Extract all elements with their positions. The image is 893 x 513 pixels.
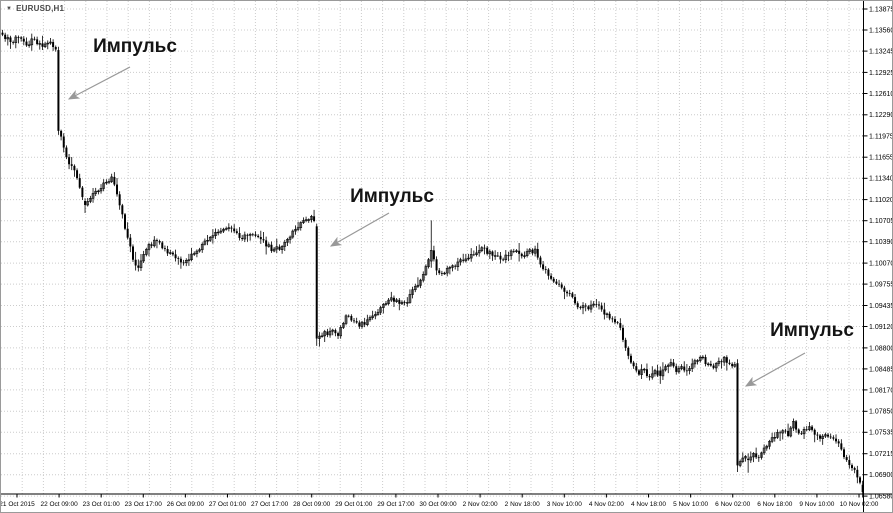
price-tick-label: 1.10070	[869, 261, 893, 268]
price-tick-label: 1.10705	[869, 218, 893, 225]
symbol-timeframe-text: EURUSD,H1	[16, 4, 65, 13]
time-tick-label: 6 Nov 18:00	[757, 501, 792, 508]
time-tick-label: 2 Nov 02:00	[463, 501, 498, 508]
price-tick-label: 1.11655	[869, 155, 893, 162]
impulse-arrows[interactable]	[67, 66, 806, 387]
price-tick-label: 1.07215	[869, 451, 893, 458]
price-tick-label: 1.11020	[869, 197, 893, 204]
time-tick-label: 10 Nov 02:00	[840, 501, 879, 508]
price-tick-label: 1.07535	[869, 430, 893, 437]
time-tick-label: 2 Nov 18:00	[505, 501, 540, 508]
symbol-dropdown-arrow[interactable]: ▼	[6, 5, 13, 12]
price-tick-label: 1.13560	[869, 27, 893, 34]
time-tick-label: 4 Nov 02:00	[589, 501, 624, 508]
time-tick-label: 9 Nov 10:00	[799, 501, 834, 508]
chart-symbol-label: ▼ EURUSD,H1	[6, 4, 64, 13]
time-tick-label: 27 Oct 17:00	[251, 501, 289, 508]
time-axis: 21 Oct 2015 22 Oct 09:00 23 Oct 01:00 23 Oc…	[1, 494, 879, 508]
time-tick-label: 29 Oct 17:00	[377, 501, 415, 508]
impulse-annotation-text[interactable]: Импульс	[93, 36, 177, 57]
time-tick-label: 27 Oct 01:00	[209, 501, 247, 508]
price-tick-label: 1.10390	[869, 239, 893, 246]
price-tick-label: 1.08485	[869, 366, 893, 373]
candlestick-series	[1, 29, 864, 498]
price-tick-label: 1.12290	[869, 112, 893, 119]
time-tick-label: 29 Oct 01:00	[335, 501, 373, 508]
price-tick-label: 1.09435	[869, 303, 893, 310]
price-tick-label: 1.13245	[869, 49, 893, 56]
time-tick-label: 28 Oct 09:00	[293, 501, 331, 508]
price-tick-label: 1.08800	[869, 345, 893, 352]
impulse-arrow[interactable]	[329, 212, 390, 247]
impulse-annotation-text[interactable]: Импульс	[350, 186, 434, 207]
time-tick-label: 5 Nov 10:00	[673, 501, 708, 508]
price-tick-label: 1.09120	[869, 324, 893, 331]
time-tick-label: 22 Oct 09:00	[40, 501, 78, 508]
impulse-arrow[interactable]	[744, 352, 806, 387]
time-tick-label: 23 Oct 17:00	[125, 501, 163, 508]
price-tick-label: 1.06580	[869, 494, 893, 501]
price-tick-label: 1.09755	[869, 282, 893, 289]
price-tick-label: 1.06900	[869, 472, 893, 479]
price-tick-label: 1.11975	[869, 133, 893, 140]
time-tick-label: 26 Oct 09:00	[167, 501, 205, 508]
time-tick-label: 21 Oct 2015	[1, 501, 35, 508]
price-tick-label: 1.13875	[869, 6, 893, 13]
impulse-arrow[interactable]	[67, 66, 131, 100]
time-tick-label: 30 Oct 09:00	[419, 501, 457, 508]
time-tick-label: 4 Nov 18:00	[631, 501, 666, 508]
time-tick-label: 3 Nov 10:00	[547, 501, 582, 508]
price-tick-label: 1.12610	[869, 91, 893, 98]
time-tick-label: 6 Nov 02:00	[715, 501, 750, 508]
impulse-annotation-text[interactable]: Импульс	[770, 320, 854, 341]
price-tick-label: 1.07850	[869, 409, 893, 416]
price-axis: 1.13875 1.13560 1.13245 1.12925 1.12610 1.122…	[862, 6, 893, 501]
time-tick-label: 23 Oct 01:00	[83, 501, 121, 508]
price-tick-label: 1.11340	[869, 176, 893, 183]
price-tick-label: 1.08170	[869, 387, 893, 394]
price-tick-label: 1.12925	[869, 70, 893, 77]
